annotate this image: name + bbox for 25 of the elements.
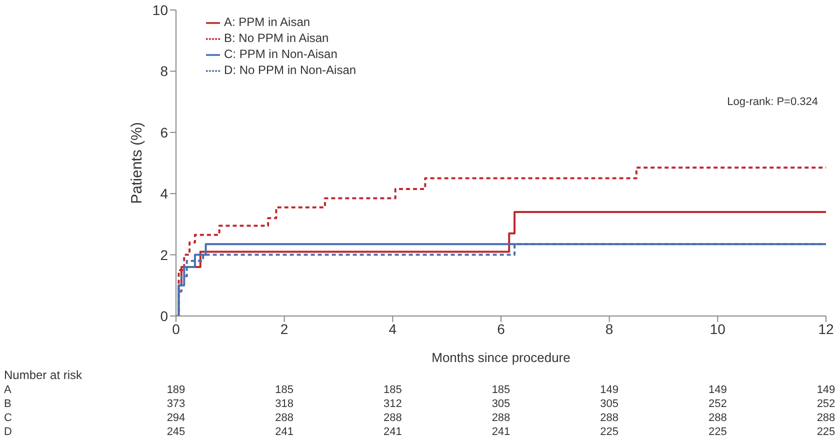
legend-label: B: No PPM in Aisan: [224, 31, 329, 45]
annotation: Log-rank: P=0.324: [727, 96, 818, 108]
x-tick-label: 6: [497, 320, 506, 337]
x-tick-label: 4: [388, 320, 397, 337]
y-tick-label: 0: [160, 308, 168, 324]
y-tick-label: 8: [160, 63, 168, 80]
text: Number at risk: [4, 368, 82, 382]
text: C 294 288 288 288 288 288 288: [4, 412, 836, 424]
y-tick-label: 2: [160, 246, 168, 263]
x-tick-label: 0: [172, 320, 180, 337]
y-tick-label: 4: [160, 186, 168, 202]
legend-label: A: PPM in Aisan: [224, 15, 310, 29]
x-tick-label: 2: [280, 320, 288, 337]
x-tick-label: 10: [710, 320, 726, 337]
x-axis-title: Months since procedure: [432, 350, 570, 365]
y-axis-title: Patients (%): [128, 122, 146, 204]
y-tick-label: 10: [152, 2, 168, 18]
text: D 245 241 241 241 225 225 225: [4, 426, 836, 438]
x-tick-label: 8: [605, 320, 614, 337]
x-tick-label: 12: [818, 320, 834, 337]
text: A 189 185 185 185 149 149 149: [4, 384, 836, 396]
legend-label: D: No PPM in Non-Aisan: [224, 63, 356, 77]
legend-label: C: PPM in Non-Aisan: [224, 47, 338, 61]
text: B 373 318 312 305 305 252 252: [4, 398, 836, 410]
y-tick-label: 6: [160, 124, 168, 140]
